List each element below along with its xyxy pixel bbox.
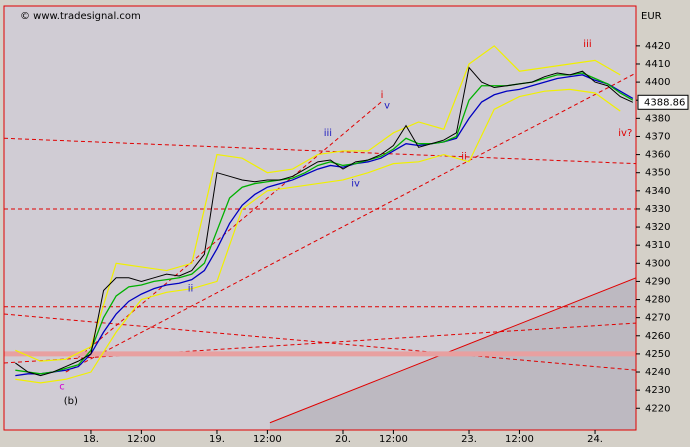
x-tick-label: 12:00 xyxy=(505,434,534,445)
wave-label: iv? xyxy=(618,128,632,139)
last-price-box xyxy=(637,94,689,110)
x-tick-label: 18. xyxy=(83,434,99,445)
y-tick-label: 4400 xyxy=(645,77,670,88)
y-tick-label: 4280 xyxy=(645,295,670,306)
series-line xyxy=(15,45,621,362)
x-tick-label: 12:00 xyxy=(253,434,282,445)
y-tick-label: 4380 xyxy=(645,113,670,124)
x-tick-label: 23. xyxy=(461,434,477,445)
y-tick-label: 4350 xyxy=(645,168,670,179)
y-tick-label: 4220 xyxy=(645,403,670,414)
wave-label: iii xyxy=(324,128,332,139)
plot-frame xyxy=(3,5,637,431)
series-line xyxy=(15,74,634,377)
wave-label: iii xyxy=(583,39,591,50)
y-tick-label: 4290 xyxy=(645,276,670,287)
y-tick-label: 4320 xyxy=(645,222,670,233)
x-tick-label: 20. xyxy=(335,434,351,445)
wave-label: ii xyxy=(188,284,194,295)
series-line xyxy=(15,66,634,377)
wave-label: i xyxy=(381,90,384,101)
x-tick-label: 24. xyxy=(587,434,603,445)
y-tick-label: 4420 xyxy=(645,41,670,52)
y-tick-label: 4360 xyxy=(645,150,670,161)
y-tick-label: 4410 xyxy=(645,59,670,70)
y-tick-label: 4240 xyxy=(645,367,670,378)
trendline xyxy=(3,137,637,165)
trendline xyxy=(269,277,637,424)
last-price-label: 4388.86 xyxy=(644,97,685,108)
wave-label: v xyxy=(384,101,390,112)
axis-unit: EUR xyxy=(641,11,662,22)
y-tick-label: 4270 xyxy=(645,313,670,324)
y-tick-label: 4250 xyxy=(645,349,670,360)
y-tick-label: 4330 xyxy=(645,204,670,215)
y-tick-label: 4370 xyxy=(645,131,670,142)
y-tick-label: 4300 xyxy=(645,258,670,269)
y-tick-label: 4310 xyxy=(645,240,670,251)
x-tick-label: 12:00 xyxy=(127,434,156,445)
x-tick-label: 19. xyxy=(209,434,225,445)
wave-label: (b) xyxy=(64,396,78,407)
wave-label: iv xyxy=(351,179,360,190)
series-line xyxy=(15,88,621,384)
y-tick-label: 4260 xyxy=(645,331,670,342)
y-tick-label: 4340 xyxy=(645,186,670,197)
trendline xyxy=(65,72,637,373)
watermark: © www.tradesignal.com xyxy=(20,11,141,22)
wave-label: ii xyxy=(461,151,467,162)
wave-label: c xyxy=(59,382,65,393)
x-tick-label: 12:00 xyxy=(379,434,408,445)
y-tick-label: 4230 xyxy=(645,385,670,396)
